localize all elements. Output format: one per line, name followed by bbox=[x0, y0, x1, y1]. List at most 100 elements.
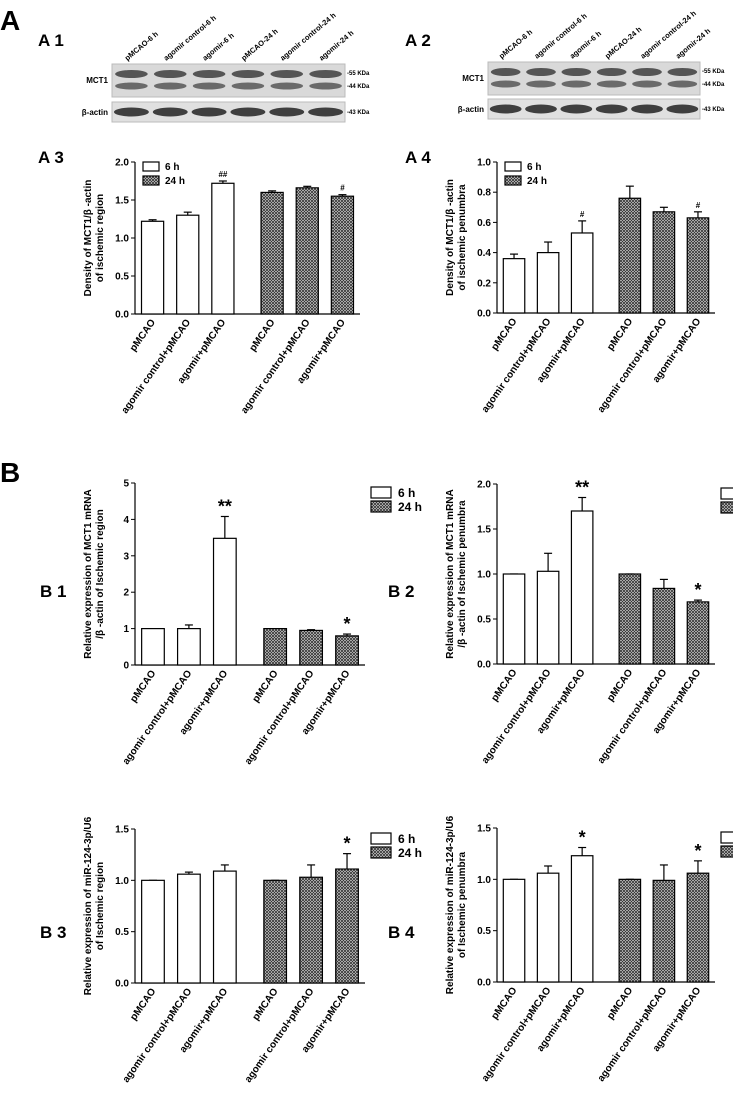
band bbox=[489, 104, 522, 114]
x-tick-label: pMCAO bbox=[251, 986, 281, 1023]
marker-label: -43 KDa bbox=[347, 110, 370, 116]
y-axis-label: Relative expression of MCT1 mRNA bbox=[445, 489, 456, 659]
bar bbox=[295, 187, 319, 315]
y-axis-label: of ischemic region bbox=[95, 194, 106, 282]
band bbox=[561, 80, 592, 88]
band bbox=[667, 68, 698, 76]
y-tick-label: 0.6 bbox=[477, 218, 491, 229]
bar bbox=[536, 872, 560, 983]
lane-label: agomir-24 h bbox=[674, 26, 713, 60]
band bbox=[560, 104, 593, 114]
y-axis-label: Relative expression of miR-124-3p/U6 bbox=[83, 816, 94, 995]
y-axis-label: Relative expression of miR-124-3p/U6 bbox=[445, 815, 456, 994]
band bbox=[631, 104, 663, 114]
bar bbox=[140, 220, 165, 315]
legend-label: 24 h bbox=[527, 176, 547, 187]
marker-label: -44 KDa bbox=[347, 84, 370, 90]
marker-label: -55 KDa bbox=[347, 71, 370, 77]
lane-label: agomir-6 h bbox=[201, 31, 236, 63]
x-tick-label: agomir control+pMCAO bbox=[596, 667, 670, 766]
bar bbox=[536, 570, 560, 665]
y-tick-label: 0.5 bbox=[115, 927, 129, 938]
bar bbox=[260, 191, 284, 315]
band bbox=[666, 104, 699, 114]
significance: * bbox=[344, 834, 351, 854]
x-tick-label: agomir control+pMCAO bbox=[596, 985, 670, 1084]
x-tick-label: agomir control+pMCAO bbox=[243, 986, 317, 1085]
bar bbox=[618, 878, 642, 983]
blot-mct1 bbox=[111, 63, 346, 98]
bar bbox=[618, 573, 642, 665]
x-tick-label: agomir control+pMCAO bbox=[596, 316, 670, 415]
y-tick-label: 0.0 bbox=[477, 660, 491, 671]
y-tick-label: 1.0 bbox=[477, 570, 491, 581]
row-label: β-actin bbox=[458, 105, 484, 114]
significance: ## bbox=[218, 170, 227, 179]
band bbox=[308, 107, 344, 117]
y-axis-label: /β -actin of Ischemic region bbox=[95, 509, 106, 638]
y-axis-label: Relative expression of MCT1 mRNA bbox=[83, 489, 94, 659]
band bbox=[270, 82, 304, 90]
lane-label: agomir-6 h bbox=[568, 29, 603, 61]
legend-swatch bbox=[720, 501, 733, 514]
marker-label: -43 KDa bbox=[702, 107, 725, 113]
band bbox=[525, 104, 557, 114]
y-tick-label: 0.5 bbox=[115, 272, 129, 283]
band bbox=[561, 68, 592, 76]
bar bbox=[570, 855, 594, 983]
y-tick-label: 1.5 bbox=[477, 824, 491, 835]
band bbox=[309, 82, 342, 90]
y-tick-label: 0.5 bbox=[477, 615, 491, 626]
significance: * bbox=[344, 614, 351, 634]
marker-label: -44 KDa bbox=[702, 82, 725, 88]
y-tick-label: 0 bbox=[123, 661, 129, 672]
x-tick-label: pMCAO bbox=[128, 317, 158, 354]
x-tick-label: pMCAO bbox=[489, 316, 519, 353]
y-axis-label: Density of MCT1/β -actin bbox=[445, 179, 456, 296]
legend-swatch bbox=[370, 500, 392, 513]
panel-label: B bbox=[0, 457, 20, 488]
y-tick-label: 1.0 bbox=[477, 158, 491, 169]
y-axis-label: of Ischemic penumbra bbox=[457, 851, 468, 958]
band bbox=[667, 80, 698, 88]
bar bbox=[330, 195, 355, 315]
legend-label: 24 h bbox=[398, 846, 422, 860]
panel-label: A 1 bbox=[38, 31, 64, 50]
band bbox=[231, 82, 265, 90]
x-tick-label: pMCAO bbox=[251, 668, 281, 705]
legend-label: 24 h bbox=[165, 176, 185, 187]
blot-actin bbox=[111, 101, 346, 123]
bar bbox=[686, 217, 710, 314]
y-tick-label: 0.4 bbox=[477, 248, 491, 259]
bar bbox=[618, 197, 642, 314]
bar bbox=[652, 211, 676, 314]
x-tick-label: pMCAO bbox=[489, 667, 519, 704]
y-axis-label: /β -actin of Ischemic penumbra bbox=[457, 500, 468, 648]
bar bbox=[536, 252, 560, 314]
y-tick-label: 0.8 bbox=[477, 188, 491, 199]
bar bbox=[176, 627, 201, 666]
panel-label: B 2 bbox=[388, 582, 414, 601]
lane-label: pMCAO-6 h bbox=[123, 29, 160, 62]
y-tick-label: 3 bbox=[123, 551, 129, 562]
y-tick-label: 0.2 bbox=[477, 278, 491, 289]
y-tick-label: 0.0 bbox=[477, 309, 491, 320]
bar bbox=[570, 510, 594, 665]
row-label: β-actin bbox=[82, 108, 108, 117]
significance: * bbox=[694, 841, 701, 861]
band bbox=[191, 107, 227, 117]
legend-swatch bbox=[370, 832, 392, 845]
panel-label: A 3 bbox=[38, 148, 64, 167]
row-label: MCT1 bbox=[462, 74, 484, 83]
bar bbox=[686, 872, 710, 983]
x-tick-label: agomir control+pMCAO bbox=[239, 317, 313, 416]
significance: # bbox=[580, 210, 585, 219]
significance: ** bbox=[218, 496, 232, 516]
marker-label: -55 KDa bbox=[702, 69, 725, 75]
bar bbox=[263, 879, 288, 984]
blot-actin bbox=[487, 98, 701, 120]
x-tick-label: pMCAO bbox=[605, 667, 635, 704]
panel-label: A 2 bbox=[405, 31, 431, 50]
band bbox=[270, 70, 304, 78]
